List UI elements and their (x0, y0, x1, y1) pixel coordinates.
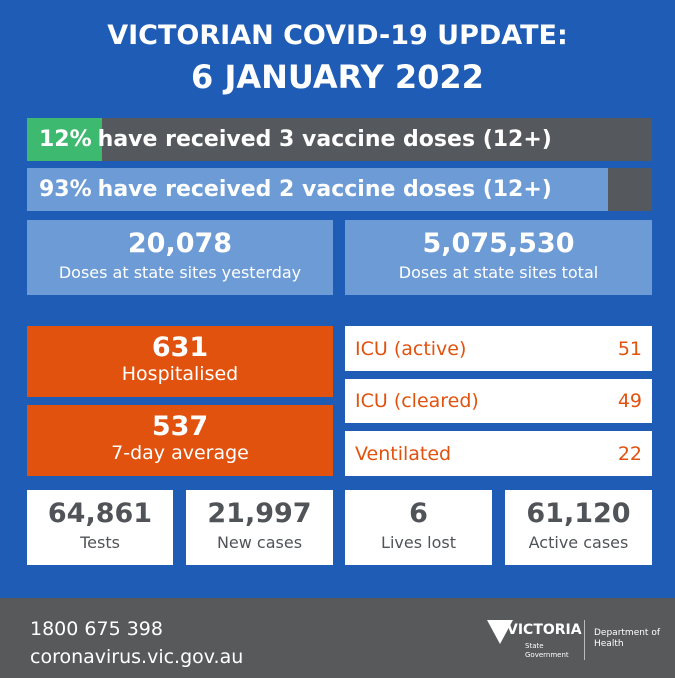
logo-mark (487, 620, 513, 644)
vaccine-bar: 12% have received 3 vaccine doses (12+) (27, 118, 652, 161)
stat-tile: 6 Lives lost (345, 490, 492, 565)
vaccine-text: 12% have received 3 vaccine doses (12+) (39, 118, 552, 161)
website: coronavirus.vic.gov.au (30, 646, 244, 668)
stat-tile: 21,997 New cases (186, 490, 333, 565)
doses-value: 20,078 (127, 228, 233, 259)
stat-label: New cases (216, 533, 303, 552)
footer: 1800 675 398 coronavirus.vic.gov.au VICT… (0, 598, 675, 678)
icu-label: ICU (cleared) (355, 390, 479, 412)
vaccine-label: have received 3 vaccine doses (12+) (97, 127, 552, 152)
stat-value: 61,120 (526, 498, 631, 529)
doses-value: 5,075,530 (422, 228, 575, 259)
icu-row: Ventilated 22 (345, 431, 652, 476)
hospital-value: 631 (151, 332, 209, 363)
vaccine-fill (27, 168, 609, 211)
vaccine-percent: 12% (39, 127, 92, 152)
hospital-tile: 537 7-day average (27, 405, 333, 476)
icu-value: 49 (617, 390, 642, 412)
logo: VICTORIA (507, 622, 582, 638)
hospital-tile: 631 Hospitalised (27, 326, 333, 397)
hospital-label: Hospitalised (121, 363, 239, 385)
stat-tile: 64,861 Tests (27, 490, 173, 565)
vaccine-label: have received 2 vaccine doses (12+) (97, 177, 552, 202)
department: Department of Health (594, 628, 660, 649)
doses-tile: 20,078 Doses at state sites yesterday (27, 220, 333, 295)
icu-value: 51 (617, 337, 642, 360)
stat-label: Lives lost (381, 533, 456, 552)
stat-value: 21,997 (207, 498, 312, 529)
date: 6 JANUARY 2022 (191, 58, 484, 96)
divider (584, 620, 585, 660)
hospital-label: 7-day average (111, 442, 249, 464)
stat-label: Tests (80, 533, 120, 552)
icu-value: 22 (617, 442, 642, 465)
vaccine-text: 93% have received 2 vaccine doses (12+) (39, 168, 552, 211)
doses-label: Doses at state sites yesterday (58, 263, 302, 282)
vaccine-fill (27, 118, 102, 161)
icu-label: Ventilated (355, 442, 452, 465)
logo-sub: State Government (525, 642, 569, 659)
icu-label: ICU (active) (355, 337, 467, 360)
icu-row: ICU (cleared) 49 (345, 379, 652, 423)
stat-value: 64,861 (47, 498, 153, 529)
vaccine-percent: 93% (39, 177, 92, 202)
stat-value: 6 (409, 498, 428, 529)
title: VICTORIAN COVID-19 UPDATE: (107, 20, 568, 51)
vaccine-bar: 93% have received 2 vaccine doses (12+) (27, 168, 652, 211)
phone: 1800 675 398 (30, 618, 163, 640)
hospital-value: 537 (151, 411, 209, 442)
doses-tile: 5,075,530 Doses at state sites total (345, 220, 652, 295)
stat-label: Active cases (528, 533, 629, 552)
stat-tile: 61,120 Active cases (505, 490, 652, 565)
icu-row: ICU (active) 51 (345, 326, 652, 371)
doses-label: Doses at state sites total (398, 263, 599, 282)
